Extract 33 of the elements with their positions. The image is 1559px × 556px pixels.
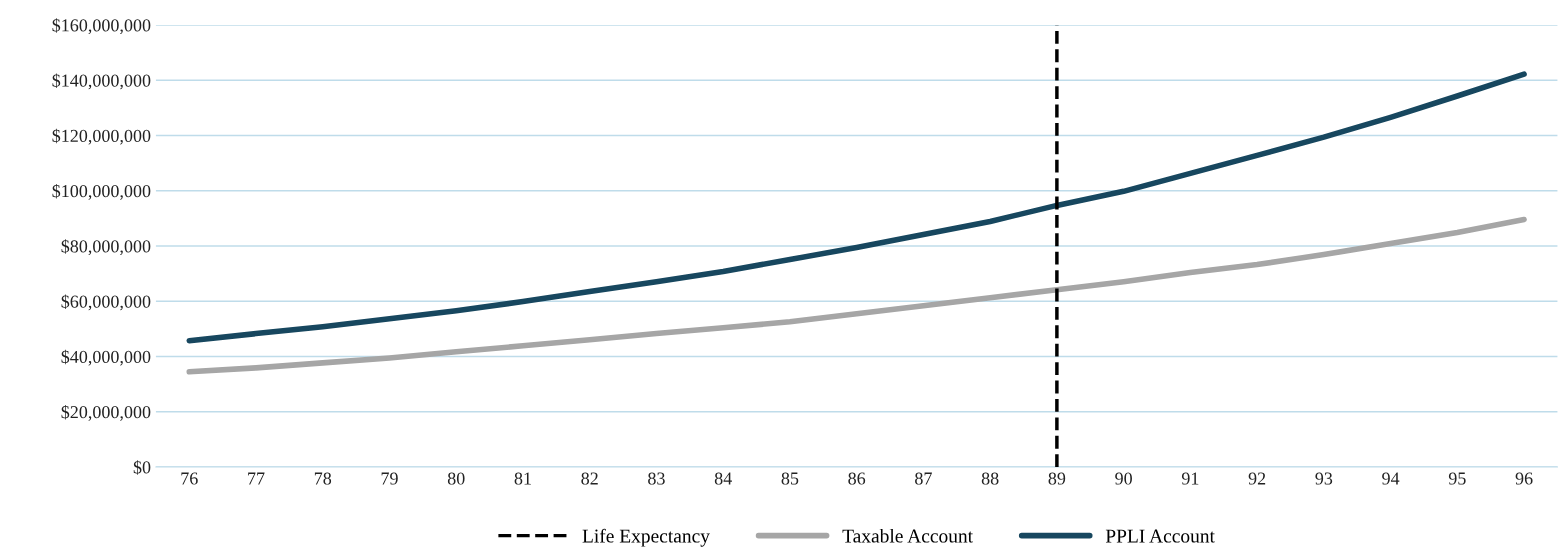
x-tick-label: 88 bbox=[981, 472, 999, 485]
x-tick-label: 96 bbox=[1515, 472, 1533, 485]
x-tick-label: 85 bbox=[781, 472, 799, 485]
x-tick-label: 94 bbox=[1382, 472, 1400, 485]
x-tick-label: 84 bbox=[714, 472, 732, 485]
y-tick-label: $20,000,000 bbox=[61, 404, 151, 421]
legend-label: Life Expectancy bbox=[582, 528, 710, 547]
x-tick-label: 92 bbox=[1248, 472, 1266, 485]
x-tick-label: 79 bbox=[381, 472, 398, 485]
x-tick-label: 83 bbox=[648, 472, 665, 485]
y-tick-label: $60,000,000 bbox=[61, 294, 151, 311]
x-tick-label: 87 bbox=[915, 472, 932, 485]
legend-label: PPLI Account bbox=[1105, 529, 1215, 543]
x-tick-label: 76 bbox=[181, 472, 198, 485]
x-tick-label: 89 bbox=[1048, 472, 1066, 485]
y-tick-label: $40,000,000 bbox=[61, 349, 151, 366]
y-tick-label: $140,000,000 bbox=[52, 73, 151, 90]
x-tick-label: 80 bbox=[447, 472, 465, 485]
y-tick-label: $120,000,000 bbox=[52, 128, 151, 145]
x-tick-label: 86 bbox=[848, 472, 866, 485]
x-tick-label: 77 bbox=[248, 472, 265, 485]
x-tick-label: 81 bbox=[514, 472, 531, 485]
y-tick-label: $100,000,000 bbox=[52, 183, 151, 200]
y-tick-label: $0 bbox=[133, 460, 151, 475]
x-tick-label: 95 bbox=[1448, 472, 1466, 485]
y-tick-label: $80,000,000 bbox=[61, 239, 151, 256]
legend-label: Taxable Account bbox=[842, 528, 973, 543]
y-tick-label: $160,000,000 bbox=[52, 18, 151, 35]
x-tick-label: 91 bbox=[1181, 472, 1199, 485]
x-tick-label: 78 bbox=[314, 472, 332, 485]
x-tick-label: 90 bbox=[1115, 472, 1132, 485]
x-tick-label: 82 bbox=[581, 472, 598, 485]
x-tick-label: 93 bbox=[1315, 472, 1333, 485]
